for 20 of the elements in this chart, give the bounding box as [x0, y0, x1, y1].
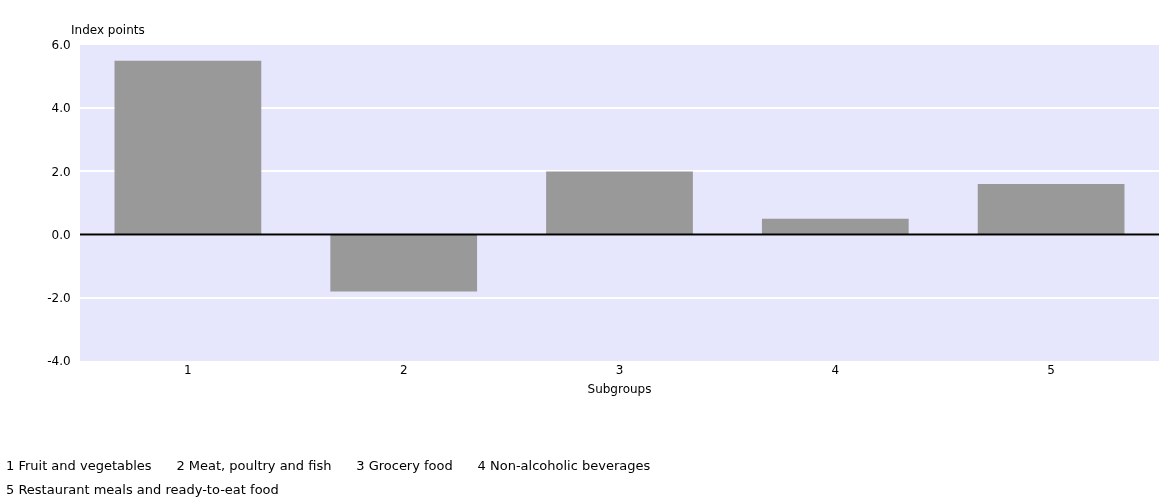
- y-tick-label: 0.0: [51, 227, 71, 242]
- x-tick-label: 3: [615, 363, 624, 377]
- x-axis-title: Subgroups: [587, 381, 652, 396]
- text: 1 Fruit and vegetables 2 Meat, poultry and fish 3 Grocery food 4 Non-alcoholic beverages: [6, 458, 651, 473]
- text: 5 Restaurant meals and ready-to-eat food: [6, 482, 279, 497]
- y-tick-label: 4.0: [51, 101, 71, 116]
- bar: [977, 184, 1125, 235]
- x-tick-label: 2: [399, 363, 408, 377]
- y-axis-title: Index points: [71, 23, 145, 37]
- y-tick-label: -4.0: [47, 354, 71, 369]
- y-tick-label: 6.0: [51, 38, 71, 53]
- x-tick-label: 1: [184, 363, 192, 377]
- y-tick-label: -2.0: [47, 291, 71, 305]
- y-tick-label: 2.0: [51, 164, 71, 179]
- bar: [114, 60, 262, 235]
- bar: [546, 171, 693, 235]
- x-tick-label: 5: [1047, 363, 1055, 377]
- x-tick-label: 4: [831, 363, 840, 377]
- bar: [330, 234, 478, 292]
- bar: [761, 218, 909, 235]
